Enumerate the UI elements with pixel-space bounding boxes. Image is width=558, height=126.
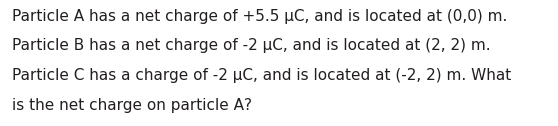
Text: Particle C has a charge of -2 μC, and is located at (-2, 2) m. What: Particle C has a charge of -2 μC, and is… (12, 68, 512, 83)
Text: is the net charge on particle A?: is the net charge on particle A? (12, 98, 252, 113)
Text: Particle A has a net charge of +5.5 μC, and is located at (0,0) m.: Particle A has a net charge of +5.5 μC, … (12, 9, 508, 24)
Text: Particle B has a net charge of -2 μC, and is located at (2, 2) m.: Particle B has a net charge of -2 μC, an… (12, 38, 491, 53)
